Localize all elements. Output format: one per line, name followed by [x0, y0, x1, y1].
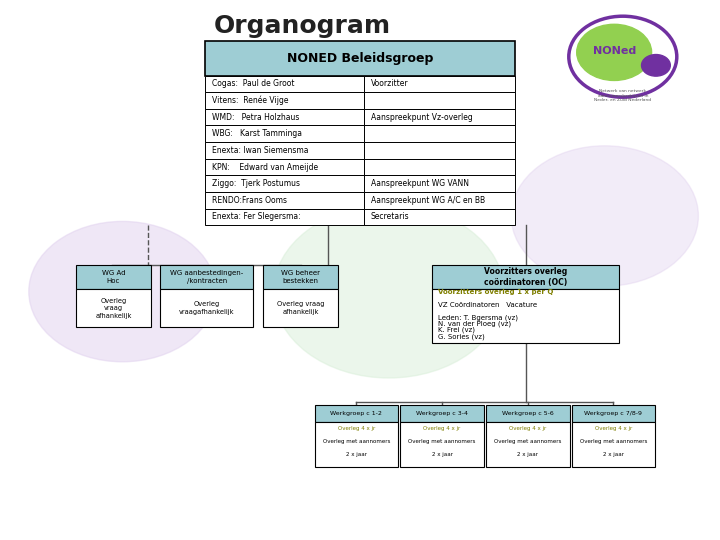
FancyBboxPatch shape: [76, 289, 151, 327]
Text: Voorzitter: Voorzitter: [371, 79, 408, 89]
FancyBboxPatch shape: [572, 405, 655, 422]
FancyBboxPatch shape: [364, 176, 515, 192]
Text: 2 x jaar: 2 x jaar: [517, 452, 539, 457]
Circle shape: [274, 205, 504, 378]
FancyBboxPatch shape: [205, 109, 364, 125]
Circle shape: [577, 24, 652, 80]
Text: Voorzitters overleg
coördinatoren (OC): Voorzitters overleg coördinatoren (OC): [484, 267, 567, 287]
Text: N. van der Ploeg (vz): N. van der Ploeg (vz): [438, 321, 511, 327]
Text: WG beheer
bestekken: WG beheer bestekken: [281, 270, 320, 284]
FancyBboxPatch shape: [205, 92, 364, 109]
Text: Voorzitters overleg 1 x per Q: Voorzitters overleg 1 x per Q: [438, 289, 553, 295]
Text: 2 x jaar: 2 x jaar: [603, 452, 624, 457]
FancyBboxPatch shape: [205, 192, 364, 208]
Circle shape: [642, 55, 670, 76]
FancyBboxPatch shape: [364, 142, 515, 159]
FancyBboxPatch shape: [76, 265, 151, 289]
Text: Overleg 4 x jr: Overleg 4 x jr: [595, 426, 632, 431]
Text: Overleg 4 x jr: Overleg 4 x jr: [423, 426, 461, 431]
Text: Overleg met aannomers: Overleg met aannomers: [494, 439, 562, 444]
Text: Enexta: Iwan Siemensma: Enexta: Iwan Siemensma: [212, 146, 309, 155]
FancyBboxPatch shape: [400, 422, 484, 467]
Text: Overleg vraag
afhankelijk: Overleg vraag afhankelijk: [277, 301, 324, 315]
FancyBboxPatch shape: [364, 208, 515, 225]
FancyBboxPatch shape: [432, 289, 619, 343]
Text: NONED Beleidsgroep: NONED Beleidsgroep: [287, 51, 433, 65]
FancyBboxPatch shape: [160, 289, 253, 327]
FancyBboxPatch shape: [432, 265, 619, 289]
Text: Aanspreekpunt WG A/C en BB: Aanspreekpunt WG A/C en BB: [371, 195, 485, 205]
FancyBboxPatch shape: [205, 159, 364, 176]
FancyBboxPatch shape: [263, 265, 338, 289]
FancyBboxPatch shape: [364, 125, 515, 142]
Text: Werkgroep c 3-4: Werkgroep c 3-4: [416, 411, 468, 416]
Text: Enexta: Fer Slegersma:: Enexta: Fer Slegersma:: [212, 212, 301, 221]
FancyBboxPatch shape: [364, 76, 515, 92]
Text: Overleg
vraag
afhankelijk: Overleg vraag afhankelijk: [95, 298, 132, 319]
FancyBboxPatch shape: [572, 422, 655, 467]
FancyBboxPatch shape: [205, 142, 364, 159]
Circle shape: [511, 146, 698, 286]
Text: WG Ad
Hoc: WG Ad Hoc: [102, 270, 125, 284]
FancyBboxPatch shape: [263, 289, 338, 327]
Text: Overleg met aannomers: Overleg met aannomers: [580, 439, 647, 444]
Text: Overleg 4 x jr: Overleg 4 x jr: [509, 426, 546, 431]
Text: Netwerk van netwerk
aannemersbedrijven in
Neder- en Zuid Nederland: Netwerk van netwerk aannemersbedrijven i…: [594, 89, 652, 102]
Text: Werkgroep c 5-6: Werkgroep c 5-6: [502, 411, 554, 416]
Text: Overleg met aannomers: Overleg met aannomers: [408, 439, 476, 444]
FancyBboxPatch shape: [364, 109, 515, 125]
Text: Leden: T. Bgersma (vz): Leden: T. Bgersma (vz): [438, 314, 518, 321]
Text: WG aanbestedingen-
/kontracten: WG aanbestedingen- /kontracten: [170, 270, 243, 284]
Text: Overleg
vraagafhankelijk: Overleg vraagafhankelijk: [179, 301, 235, 315]
Text: 2 x jaar: 2 x jaar: [346, 452, 367, 457]
FancyBboxPatch shape: [486, 405, 570, 422]
Text: RENDO:Frans Ooms: RENDO:Frans Ooms: [212, 195, 287, 205]
Text: Aanspreekpunt Vz-overleg: Aanspreekpunt Vz-overleg: [371, 113, 472, 122]
Text: Overleg met aannomers: Overleg met aannomers: [323, 439, 390, 444]
Text: NONed: NONed: [593, 46, 636, 56]
Text: Overleg 4 x jr: Overleg 4 x jr: [338, 426, 375, 431]
FancyBboxPatch shape: [400, 405, 484, 422]
FancyBboxPatch shape: [364, 92, 515, 109]
Text: WMD:   Petra Holzhaus: WMD: Petra Holzhaus: [212, 113, 300, 122]
FancyBboxPatch shape: [205, 125, 364, 142]
Text: Werkgroep c 7/8-9: Werkgroep c 7/8-9: [585, 411, 642, 416]
FancyBboxPatch shape: [160, 265, 253, 289]
Text: 2 x jaar: 2 x jaar: [431, 452, 453, 457]
Text: G. Sories (vz): G. Sories (vz): [438, 333, 485, 340]
FancyBboxPatch shape: [205, 208, 364, 225]
Text: VZ Coördinatoren   Vacature: VZ Coördinatoren Vacature: [438, 302, 537, 308]
FancyBboxPatch shape: [205, 176, 364, 192]
Text: Cogas:  Paul de Groot: Cogas: Paul de Groot: [212, 79, 295, 89]
Text: Ziggo:  Tjerk Postumus: Ziggo: Tjerk Postumus: [212, 179, 300, 188]
Text: Aanspreekpunt WG VANN: Aanspreekpunt WG VANN: [371, 179, 469, 188]
Text: Vitens:  Renée Vijge: Vitens: Renée Vijge: [212, 96, 289, 105]
Text: Secretaris: Secretaris: [371, 212, 410, 221]
FancyBboxPatch shape: [364, 192, 515, 208]
Text: Organogram: Organogram: [214, 14, 391, 37]
Text: WBG:   Karst Tamminga: WBG: Karst Tamminga: [212, 129, 302, 138]
Text: KPN:    Edward van Ameijde: KPN: Edward van Ameijde: [212, 163, 318, 172]
Text: Werkgroep c 1-2: Werkgroep c 1-2: [330, 411, 382, 416]
FancyBboxPatch shape: [205, 40, 515, 76]
Text: K. Frei (vz): K. Frei (vz): [438, 327, 474, 333]
FancyBboxPatch shape: [486, 422, 570, 467]
FancyBboxPatch shape: [315, 422, 398, 467]
FancyBboxPatch shape: [364, 159, 515, 176]
Circle shape: [29, 221, 216, 362]
FancyBboxPatch shape: [205, 76, 364, 92]
FancyBboxPatch shape: [315, 405, 398, 422]
